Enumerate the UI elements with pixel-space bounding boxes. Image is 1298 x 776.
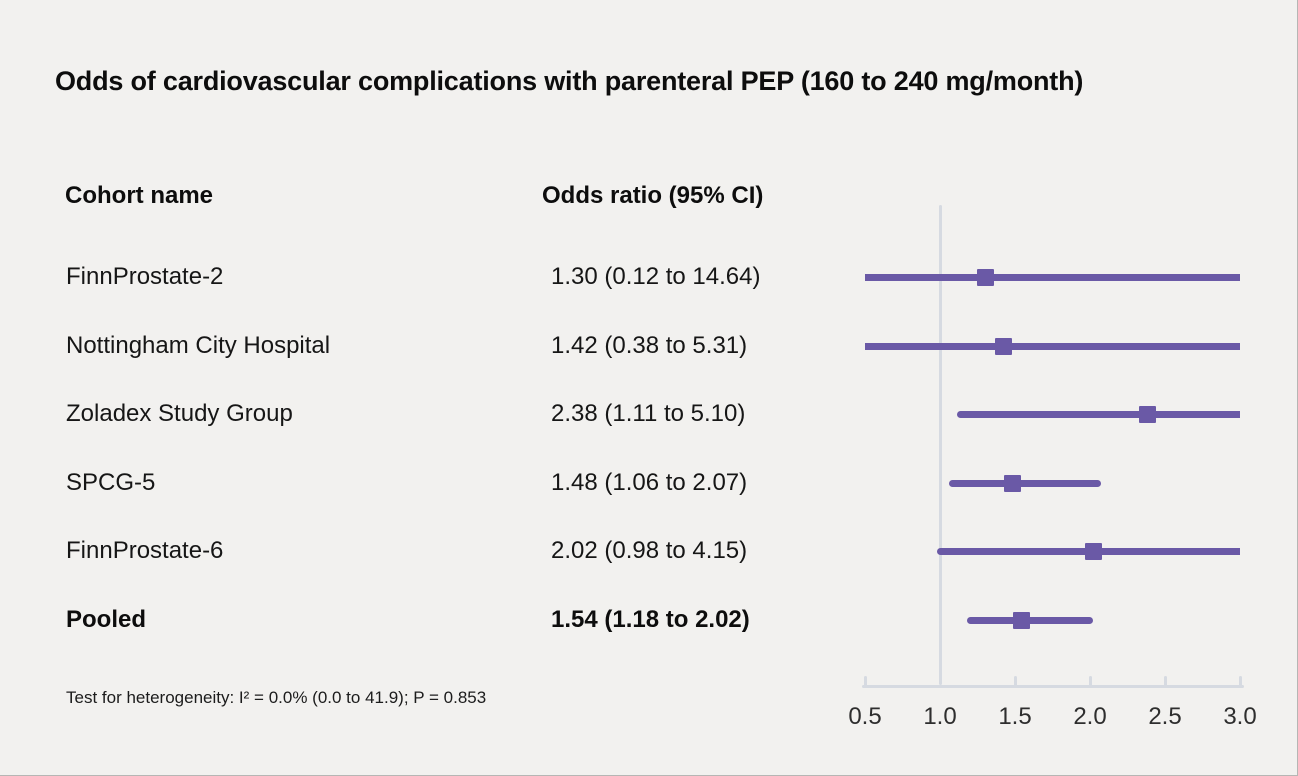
ci-line xyxy=(949,479,1101,487)
ci-line xyxy=(865,273,1240,281)
cohort-label-pooled: Pooled xyxy=(66,606,147,633)
odds-ratio-marker xyxy=(1012,611,1030,629)
cohort-label: FinnProstate-2 xyxy=(66,263,224,290)
odds-ratio-value: 1.30 (0.12 to 14.64) xyxy=(551,263,761,290)
figure-title: Odds of cardiovascular complications wit… xyxy=(55,66,1084,96)
cohort-label: FinnProstate-6 xyxy=(66,537,224,564)
x-axis-line xyxy=(862,685,1244,688)
x-axis-tick-label: 0.5 xyxy=(848,703,882,730)
ci-line xyxy=(967,616,1093,624)
odds-ratio-marker xyxy=(976,268,994,286)
ci-line xyxy=(865,342,1240,350)
x-axis-tick-label: 2.0 xyxy=(1073,703,1107,730)
odds-ratio-marker xyxy=(1084,542,1102,560)
cohort-label: Zoladex Study Group xyxy=(66,400,293,427)
odds-ratio-value: 1.42 (0.38 to 5.31) xyxy=(551,332,748,359)
odds-ratio-value: 2.38 (1.11 to 5.10) xyxy=(551,400,746,427)
x-axis-tick-label: 1.5 xyxy=(998,703,1032,730)
ci-line xyxy=(937,547,1240,555)
x-axis-tick xyxy=(1088,676,1092,688)
odds-ratio-value-pooled: 1.54 (1.18 to 2.02) xyxy=(551,606,750,633)
odds-ratio-marker xyxy=(1138,405,1156,423)
x-axis-tick xyxy=(863,676,867,688)
column-header-odds-ratio: Odds ratio (95% CI) xyxy=(542,182,764,209)
reference-line xyxy=(938,205,942,685)
odds-ratio-marker xyxy=(994,337,1012,355)
ci-line xyxy=(956,410,1240,418)
x-axis-tick xyxy=(1163,676,1167,688)
x-axis-tick xyxy=(1013,676,1017,688)
x-axis-tick-label: 3.0 xyxy=(1223,703,1257,730)
x-axis-tick-label: 2.5 xyxy=(1148,703,1182,730)
odds-ratio-value: 2.02 (0.98 to 4.15) xyxy=(551,537,748,564)
heterogeneity-note: Test for heterogeneity: I² = 0.0% (0.0 t… xyxy=(66,688,487,707)
x-axis-tick xyxy=(1238,676,1242,688)
cohort-label: Nottingham City Hospital xyxy=(66,332,331,359)
cohort-label: SPCG-5 xyxy=(66,469,156,496)
column-header-cohort-name: Cohort name xyxy=(65,182,214,209)
odds-ratio-value: 1.48 (1.06 to 2.07) xyxy=(551,469,748,496)
odds-ratio-marker xyxy=(1003,474,1021,492)
x-axis-tick-label: 1.0 xyxy=(923,703,957,730)
